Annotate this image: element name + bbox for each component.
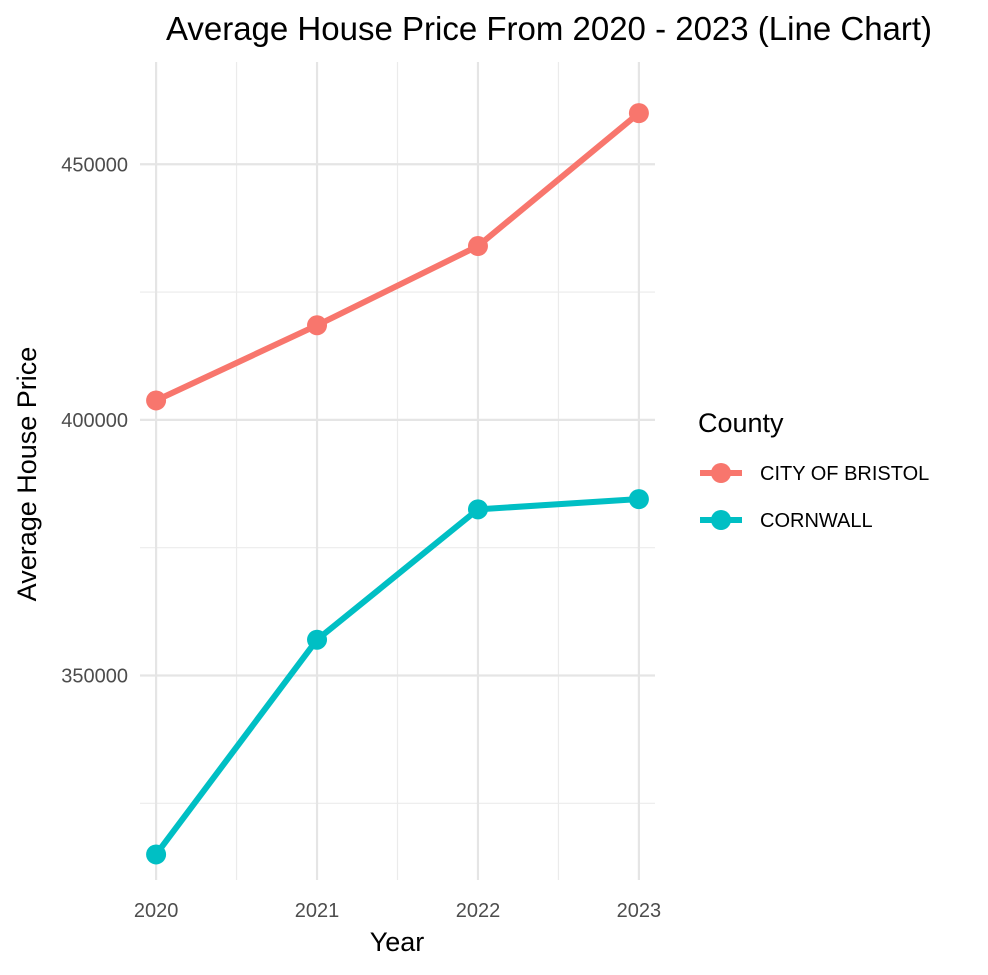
legend: County CITY OF BRISTOL CORNWALL bbox=[698, 408, 929, 532]
data-point bbox=[629, 489, 649, 509]
legend-key-point bbox=[711, 463, 731, 483]
grid bbox=[140, 62, 655, 880]
x-tick-label: 2021 bbox=[295, 900, 340, 922]
chart-title: Average House Price From 2020 - 2023 (Li… bbox=[166, 10, 932, 47]
y-axis-label: Average House Price bbox=[12, 347, 42, 602]
data-point bbox=[468, 499, 488, 519]
data-point bbox=[629, 103, 649, 123]
legend-items: CITY OF BRISTOL CORNWALL bbox=[700, 463, 929, 532]
x-axis-ticks: 2020 2021 2022 2023 bbox=[134, 900, 661, 922]
y-axis-ticks: 350000 400000 450000 bbox=[61, 154, 128, 687]
legend-item: CITY OF BRISTOL bbox=[700, 463, 929, 485]
y-tick-label: 450000 bbox=[61, 154, 128, 176]
legend-title: County bbox=[698, 408, 784, 438]
legend-label: CITY OF BRISTOL bbox=[760, 463, 929, 485]
x-tick-label: 2020 bbox=[134, 900, 179, 922]
y-tick-label: 350000 bbox=[61, 666, 128, 688]
data-point bbox=[146, 844, 166, 864]
data-point bbox=[307, 630, 327, 650]
data-point bbox=[307, 315, 327, 335]
data-point bbox=[146, 390, 166, 410]
legend-label: CORNWALL bbox=[760, 510, 873, 532]
x-tick-label: 2023 bbox=[617, 900, 662, 922]
legend-key-point bbox=[711, 510, 731, 530]
x-axis-label: Year bbox=[370, 927, 425, 957]
data-point bbox=[468, 236, 488, 256]
x-tick-label: 2022 bbox=[456, 900, 501, 922]
legend-item: CORNWALL bbox=[700, 510, 873, 532]
y-tick-label: 400000 bbox=[61, 410, 128, 432]
